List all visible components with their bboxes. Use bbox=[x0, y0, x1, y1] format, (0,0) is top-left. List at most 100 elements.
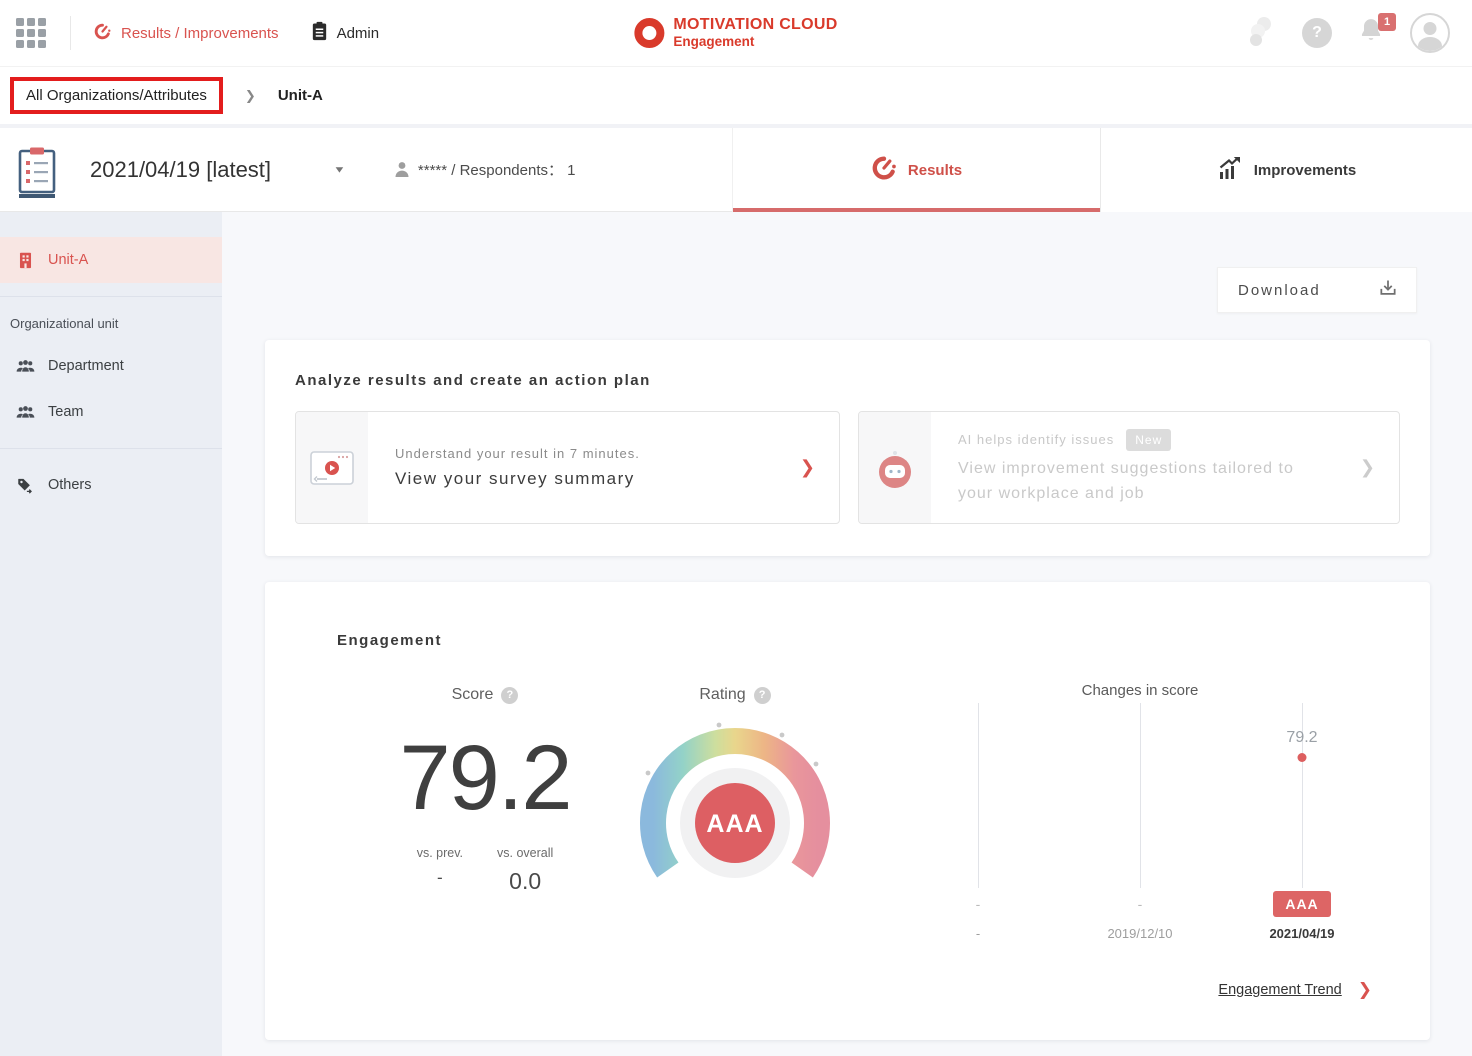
rating-dash: - bbox=[975, 896, 981, 912]
survey-summary-banner[interactable]: Understand your result in 7 minutes. Vie… bbox=[295, 411, 840, 524]
tab-improvements[interactable]: Improvements bbox=[1100, 128, 1472, 212]
people-group-icon bbox=[15, 359, 35, 374]
person-icon bbox=[395, 162, 409, 177]
changes-in-score-chart: Changes in score 79.2 - - AAA bbox=[897, 682, 1383, 943]
chevron-right-icon[interactable]: ❯ bbox=[1359, 457, 1375, 477]
x-tick-label: 2021/04/19 bbox=[1269, 926, 1335, 941]
rating-help-icon[interactable]: ? bbox=[753, 686, 771, 704]
divider bbox=[0, 448, 222, 449]
main: Download Analyze results and create an a… bbox=[222, 212, 1472, 1056]
divider bbox=[0, 124, 1472, 128]
notifications-bell[interactable]: 1 bbox=[1358, 12, 1396, 50]
breadcrumb-root[interactable]: All Organizations/Attributes bbox=[26, 87, 207, 104]
gauge-icon bbox=[871, 155, 897, 185]
engagement-trend-label: Engagement Trend bbox=[1218, 982, 1342, 998]
logo-ring-icon bbox=[634, 18, 665, 48]
sidebar-item-others[interactable]: Others bbox=[0, 462, 222, 508]
sidebar: Unit-A Organizational unit Department Te… bbox=[0, 212, 222, 1056]
nav-results-improvements[interactable]: Results / Improvements bbox=[93, 22, 279, 45]
sidebar-item-unit-a[interactable]: Unit-A bbox=[0, 237, 222, 283]
engagement-title: Engagement bbox=[337, 632, 443, 649]
active-tab-indicator bbox=[19, 194, 55, 198]
vs-overall-label: vs. overall bbox=[497, 846, 554, 860]
chevron-right-icon[interactable]: ❯ bbox=[799, 457, 815, 477]
rating-value: AAA bbox=[706, 810, 763, 838]
survey-bar: 2021/04/19 [latest] ▼ ***** / Respondent… bbox=[0, 128, 1472, 212]
score-block: Score ? 79.2 vs. prev. - vs. overall 0.0 bbox=[325, 686, 645, 895]
apps-cluster-icon[interactable] bbox=[1246, 15, 1276, 52]
tab-results-label: Results bbox=[907, 161, 963, 179]
logo-subtitle: Engagement bbox=[673, 34, 755, 50]
topbar-right: ? 1 bbox=[1246, 12, 1450, 53]
vs-prev-label: vs. prev. bbox=[416, 846, 464, 860]
banner-subtitle: AI helps identify issues bbox=[958, 432, 1115, 448]
banner-text: AI helps identify issues New View improv… bbox=[931, 428, 1360, 507]
help-icon[interactable]: ? bbox=[1302, 18, 1332, 48]
ai-suggestions-banner[interactable]: AI helps identify issues New View improv… bbox=[858, 411, 1400, 524]
nav-admin-label: Admin bbox=[336, 24, 380, 42]
video-icon-block bbox=[296, 412, 368, 523]
sidebar-item-label: Team bbox=[48, 404, 84, 420]
robot-icon bbox=[879, 450, 911, 488]
gauge-arc bbox=[640, 728, 830, 878]
engagement-trend-link[interactable]: Engagement Trend ❯ bbox=[1218, 980, 1372, 1000]
tag-icon bbox=[15, 476, 35, 494]
survey-date-selector[interactable]: 2021/04/19 [latest] bbox=[90, 156, 272, 182]
score-label: Score bbox=[451, 686, 494, 703]
caret-down-icon[interactable]: ▼ bbox=[333, 164, 346, 175]
banner-title: View your survey summary bbox=[395, 469, 635, 488]
download-icon bbox=[1378, 278, 1398, 303]
nav-admin[interactable]: Admin bbox=[311, 21, 380, 45]
chevron-right-icon: ❯ bbox=[1357, 980, 1372, 999]
app-grid-menu-icon[interactable] bbox=[16, 18, 46, 48]
new-badge: New bbox=[1126, 428, 1172, 451]
survey-clipboard-tab[interactable] bbox=[0, 128, 74, 211]
respondents-label: ***** / Respondents： 1 bbox=[417, 162, 576, 179]
active-tab-underline bbox=[733, 208, 1100, 212]
score-help-icon[interactable]: ? bbox=[501, 686, 519, 704]
download-button[interactable]: Download bbox=[1217, 267, 1417, 313]
vs-prev-value: - bbox=[437, 868, 443, 887]
divider bbox=[0, 296, 222, 297]
tab-results[interactable]: Results bbox=[732, 128, 1100, 212]
sidebar-item-label: Others bbox=[48, 477, 92, 493]
vs-overall-value: 0.0 bbox=[509, 868, 542, 894]
sidebar-item-team[interactable]: Team bbox=[0, 389, 222, 435]
gauge-tick-dots bbox=[645, 722, 819, 776]
data-point-label: 79.2 bbox=[1286, 729, 1318, 746]
people-group-icon bbox=[15, 405, 35, 420]
respondents-info: ***** / Respondents： 1 bbox=[394, 159, 576, 180]
rating-block: Rating ? bbox=[625, 686, 845, 913]
clipboard-icon bbox=[311, 21, 328, 45]
trending-chart-icon bbox=[1217, 156, 1243, 184]
rating-gauge: AAA bbox=[640, 722, 830, 878]
breadcrumb: All Organizations/Attributes ❯ Unit-A bbox=[0, 66, 1472, 124]
tab-improvements-label: Improvements bbox=[1253, 161, 1357, 179]
logo-title: MOTIVATION CLOUD bbox=[673, 16, 838, 34]
vs-prev: vs. prev. - bbox=[417, 846, 463, 895]
x-tick-label: - bbox=[975, 926, 981, 941]
sidebar-item-label: Department bbox=[48, 358, 124, 374]
bell-icon bbox=[1361, 18, 1381, 40]
sidebar-section-label: Organizational unit bbox=[10, 316, 119, 331]
chart-title: Changes in score bbox=[1081, 682, 1199, 699]
building-icon bbox=[15, 251, 35, 269]
survey-clipboard-icon bbox=[18, 147, 56, 193]
nav-results-label: Results / Improvements bbox=[121, 24, 279, 42]
breadcrumb-chevron-icon: ❯ bbox=[244, 87, 256, 103]
action-plan-card: Analyze results and create an action pla… bbox=[265, 340, 1430, 556]
data-point bbox=[1297, 753, 1307, 762]
x-tick-label: 2019/12/10 bbox=[1107, 926, 1173, 941]
robot-icon-block bbox=[859, 412, 931, 523]
app-logo: MOTIVATION CLOUD Engagement bbox=[634, 16, 837, 50]
sidebar-item-label: Unit-A bbox=[48, 252, 89, 268]
rating-dash: - bbox=[1137, 896, 1143, 912]
user-avatar[interactable] bbox=[1410, 13, 1450, 53]
annotation-highlight: All Organizations/Attributes bbox=[10, 77, 223, 114]
vs-overall: vs. overall 0.0 bbox=[497, 846, 553, 895]
action-card-title: Analyze results and create an action pla… bbox=[295, 372, 651, 389]
engagement-card: Engagement Score ? 79.2 vs. prev. - bbox=[265, 582, 1430, 1040]
notification-badge: 1 bbox=[1378, 12, 1396, 31]
sidebar-item-department[interactable]: Department bbox=[0, 343, 222, 389]
